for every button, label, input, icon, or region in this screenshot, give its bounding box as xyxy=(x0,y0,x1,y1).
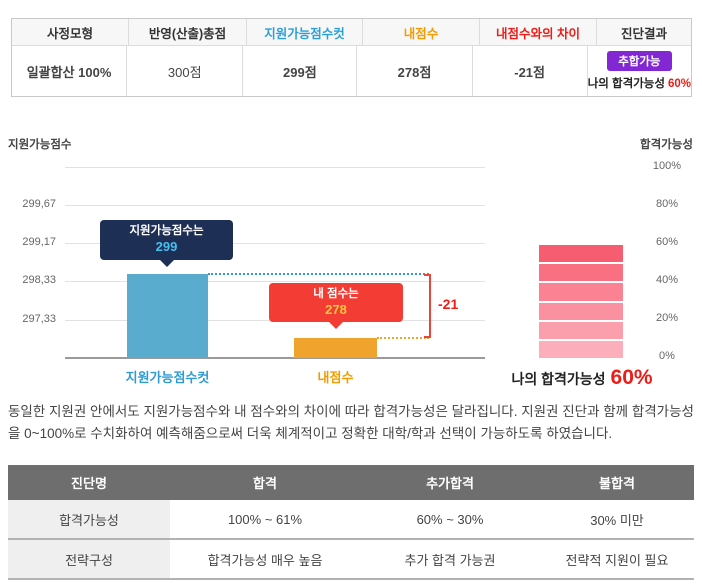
y-tick-label: 297,33 xyxy=(22,313,56,325)
x-category-my-score: 내점수 xyxy=(317,370,354,385)
header-score-difference: 내점수와의 차이 xyxy=(480,19,597,45)
right-tick-label: 40% xyxy=(655,274,679,286)
gridline xyxy=(65,281,485,282)
difference-value-label: -21 xyxy=(438,296,459,312)
criteria-header-name: 진단명 xyxy=(71,476,107,491)
value-cut-score: 299점 xyxy=(243,46,358,96)
gauge-caption: 나의 합격가능성 60% xyxy=(478,366,686,390)
my-score-dotted-line xyxy=(377,337,429,339)
my-tooltip-text: 내 점수는 xyxy=(313,288,359,300)
criteria-header-extra-pass: 추가합격 xyxy=(426,476,474,491)
my-tooltip-value: 278 xyxy=(325,302,347,317)
gauge-segment xyxy=(539,245,623,263)
difference-bracket xyxy=(424,274,431,338)
gauge-caption-value: 60% xyxy=(610,366,653,389)
cut-score-dotted-line xyxy=(208,273,429,275)
criteria-cell: 합격가능성 매우 높음 xyxy=(207,552,323,568)
criteria-header-pass: 합격 xyxy=(253,476,277,491)
header-cut-score: 지원가능점수컷 xyxy=(247,19,363,45)
summary-table-value-row: 일괄합산 100% 300점 299점 278점 -21점 추합가능 나의 합격… xyxy=(12,46,691,96)
gauge-segment xyxy=(539,321,623,339)
pass-probability-value: 60% xyxy=(667,78,691,90)
cut-score-bar xyxy=(127,274,208,358)
criteria-table: 진단명 합격 추가합격 불합격 합격가능성 100% ~ 61% 60% ~ 3… xyxy=(8,465,694,580)
summary-table: 사정모형 반영(산출)총점 지원가능점수컷 내점수 내점수와의 차이 진단결과 … xyxy=(11,18,692,97)
pass-probability-line: 나의 합격가능성 60% xyxy=(588,75,691,91)
header-diagnosis-result: 진단결과 xyxy=(620,26,667,41)
cut-tooltip-value: 299 xyxy=(155,239,178,254)
criteria-row-name: 합격가능성 xyxy=(8,500,170,538)
header-model: 사정모형 xyxy=(12,19,129,45)
left-axis-title: 지원가능점수 xyxy=(8,139,72,151)
y-tick-label: 299,17 xyxy=(22,236,56,248)
gridline xyxy=(65,205,485,206)
gridline xyxy=(65,243,485,244)
gauge-segment xyxy=(539,283,623,301)
gridline xyxy=(65,167,485,168)
value-score-difference: -21점 xyxy=(473,46,588,96)
right-tick-label: 80% xyxy=(655,198,679,210)
cut-score-tooltip: 지원가능점수는 299 xyxy=(100,220,233,267)
description-text: 동일한 지원권 안에서도 지원가능점수와 내 점수와의 차이에 따라 합격가능성… xyxy=(8,404,694,441)
criteria-cell: 추가 합격 가능권 xyxy=(404,552,496,568)
header-my-score: 내점수 xyxy=(363,19,480,45)
diagnosis-result-cell: 추합가능 나의 합격가능성 60% xyxy=(588,46,691,96)
x-category-cut-score: 지원가능점수컷 xyxy=(125,370,210,385)
summary-table-header-row: 사정모형 반영(산출)총점 지원가능점수컷 내점수 내점수와의 차이 진단결과 xyxy=(12,19,691,46)
criteria-row-name: 전략구성 xyxy=(8,540,170,578)
table-row: 전략구성 합격가능성 매우 높음 추가 합격 가능권 전략적 지원이 필요 xyxy=(8,540,694,580)
value-my-score: 278점 xyxy=(357,46,473,96)
y-tick-label: 299,67 xyxy=(22,198,56,210)
my-score-tooltip: 내 점수는 278 xyxy=(269,283,403,329)
pass-probability-label: 나의 합격가능성 xyxy=(587,78,665,90)
right-tick-label: 100% xyxy=(652,160,682,172)
criteria-cell: 전략적 지원이 필요 xyxy=(565,552,669,568)
value-model: 일괄합산 100% xyxy=(12,46,128,96)
right-tick-label: 0% xyxy=(659,350,675,362)
criteria-cell: 30% 미만 xyxy=(590,512,644,528)
criteria-header-fail: 불합격 xyxy=(599,476,635,491)
status-badge: 추합가능 xyxy=(607,51,672,71)
header-total-score: 반영(산출)총점 xyxy=(129,19,247,45)
probability-gauge xyxy=(539,245,623,359)
criteria-cell: 100% ~ 61% xyxy=(227,511,303,527)
criteria-cell: 60% ~ 30% xyxy=(416,511,484,527)
gauge-segment xyxy=(539,264,623,282)
x-axis-line xyxy=(65,357,485,359)
right-tick-label: 20% xyxy=(655,312,679,324)
score-comparison-chart: 지원가능점수 합격가능성 299,67 299,17 298,33 297,33… xyxy=(0,130,702,400)
criteria-header-row: 진단명 합격 추가합격 불합격 xyxy=(8,465,694,500)
right-axis-title: 합격가능성 xyxy=(640,139,693,151)
cut-tooltip-text: 지원가능점수는 xyxy=(129,225,204,237)
y-tick-label: 298,33 xyxy=(22,274,56,286)
gauge-segment xyxy=(539,302,623,320)
value-total-score: 300점 xyxy=(127,46,244,96)
table-row: 합격가능성 100% ~ 61% 60% ~ 30% 30% 미만 xyxy=(8,500,694,540)
gauge-caption-label: 나의 합격가능성 xyxy=(511,371,606,387)
right-tick-label: 60% xyxy=(655,236,679,248)
my-score-bar xyxy=(294,338,377,358)
gauge-segment xyxy=(539,340,623,359)
